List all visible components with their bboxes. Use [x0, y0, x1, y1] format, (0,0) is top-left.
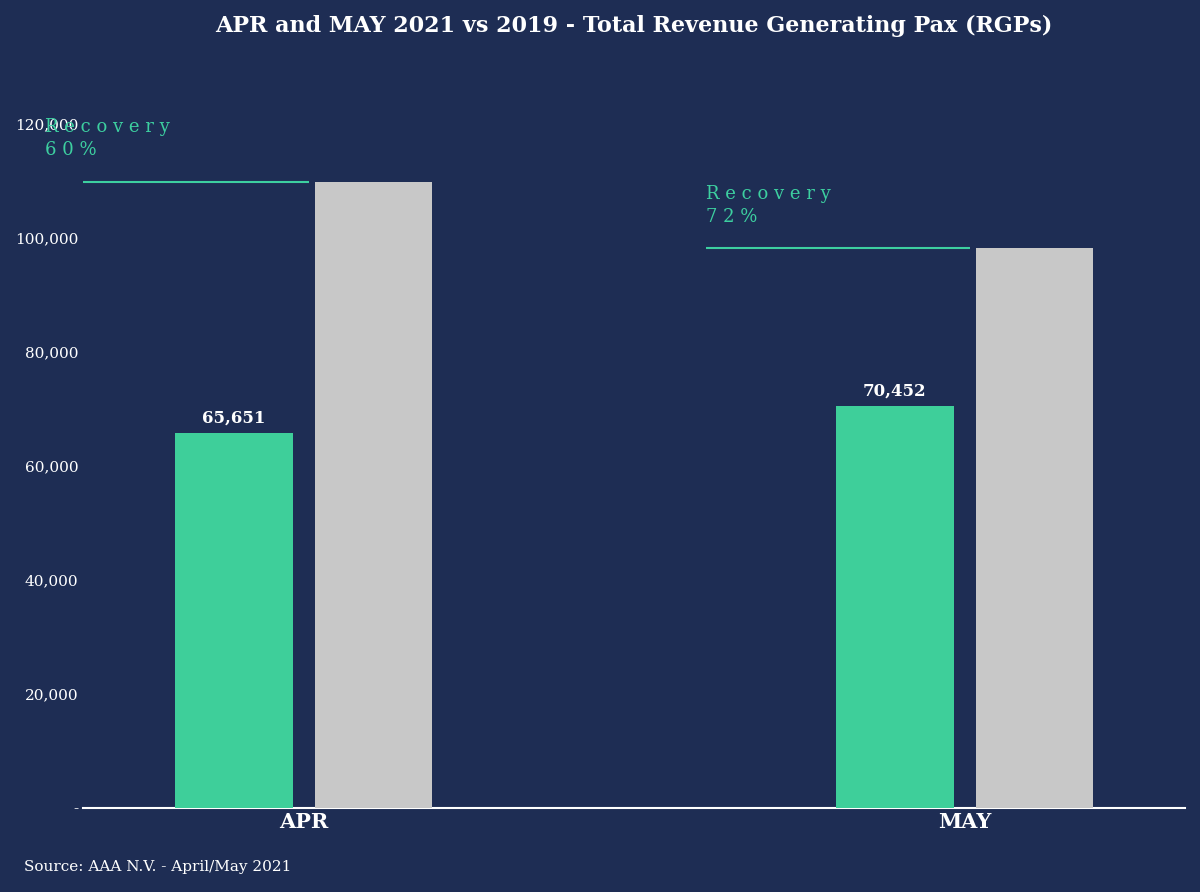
- Title: APR and MAY 2021 vs 2019 - Total Revenue Generating Pax (RGPs): APR and MAY 2021 vs 2019 - Total Revenue…: [216, 15, 1052, 37]
- Text: 109,808: 109,808: [336, 158, 410, 175]
- Text: 98,133: 98,133: [1002, 225, 1067, 242]
- Text: R e c o v e r y: R e c o v e r y: [46, 119, 169, 136]
- Text: 7 2 %: 7 2 %: [706, 208, 757, 226]
- Text: R e c o v e r y: R e c o v e r y: [706, 185, 830, 202]
- Bar: [976, 248, 1093, 807]
- Text: 65,651: 65,651: [202, 409, 265, 426]
- Text: Source: AAA N.V. - April/May 2021: Source: AAA N.V. - April/May 2021: [24, 860, 292, 874]
- Text: 6 0 %: 6 0 %: [46, 141, 97, 159]
- Bar: [175, 434, 293, 807]
- Bar: [836, 406, 954, 807]
- Bar: [314, 182, 432, 807]
- Text: 70,452: 70,452: [863, 383, 926, 400]
